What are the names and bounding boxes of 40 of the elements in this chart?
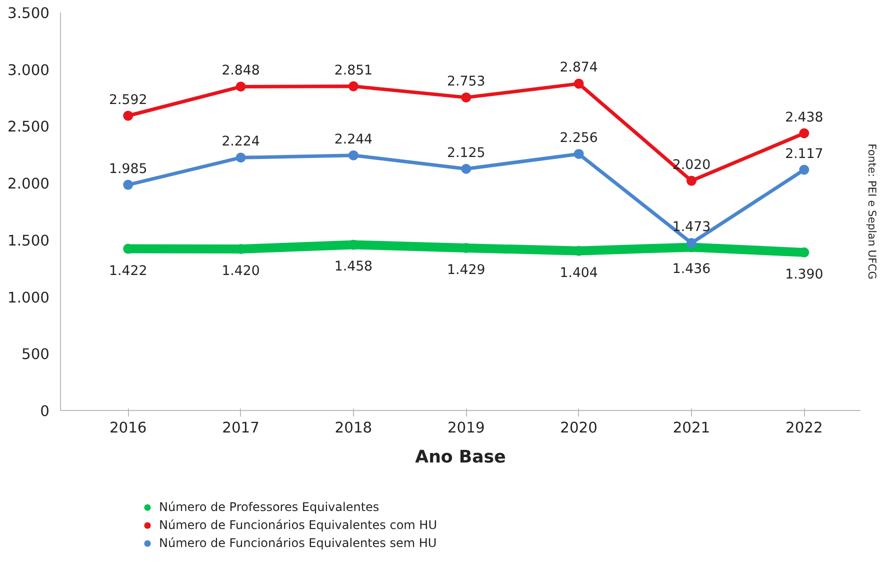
data-label: 1.420 — [222, 264, 260, 280]
x-tick-label: 2017 — [222, 420, 260, 436]
data-label: 2.244 — [334, 132, 373, 148]
legend-label: Número de Professores Equivalentes — [159, 500, 380, 514]
source-note: Fonte: PEI e Seplan UFCG — [866, 144, 878, 280]
x-tick-label: 2016 — [109, 420, 147, 436]
x-tick-label: 2019 — [447, 420, 485, 436]
y-tick-label: 2.000 — [8, 176, 50, 193]
data-label: 1.422 — [109, 264, 148, 279]
x-tick-label: 2018 — [334, 420, 372, 436]
data-label: 2.592 — [109, 92, 148, 108]
data-label: 1.404 — [560, 266, 598, 281]
data-label: 2.753 — [447, 74, 486, 90]
x-tick-label: 2021 — [672, 420, 710, 436]
data-label: 2.224 — [222, 134, 260, 150]
data-label: 2.848 — [222, 64, 260, 79]
data-label: 2.117 — [785, 146, 824, 162]
data-label: 1.390 — [785, 267, 824, 282]
y-tick-label: 0 — [40, 403, 50, 420]
x-tick-label: 2020 — [560, 420, 598, 436]
data-label: 1.429 — [447, 263, 486, 278]
data-label: 1.985 — [109, 162, 148, 177]
y-tick-label: 1.500 — [8, 232, 50, 250]
x-tick-label: 2022 — [786, 420, 823, 436]
data-label: 1.458 — [334, 260, 373, 275]
legend-label: Número de Funcionários Equivalentes com HU — [159, 518, 437, 532]
y-tick-label: 2.500 — [8, 118, 50, 136]
data-label: 2.874 — [560, 60, 598, 76]
y-tick-label: 500 — [22, 346, 50, 364]
y-tick-label: 3.000 — [8, 62, 50, 79]
x-axis-title: Ano Base — [415, 448, 506, 468]
y-tick-label: 1.000 — [8, 289, 50, 306]
data-label: 1.473 — [672, 220, 711, 235]
data-label: 2.851 — [334, 63, 373, 78]
data-label: 2.125 — [447, 146, 486, 161]
y-tick-label: 3.500 — [8, 5, 50, 22]
data-label: 1.436 — [672, 262, 711, 278]
data-label: 2.438 — [785, 110, 824, 126]
legend-label: Número de Funcionários Equivalentes sem HU — [159, 536, 437, 550]
data-label: 2.256 — [560, 130, 598, 146]
